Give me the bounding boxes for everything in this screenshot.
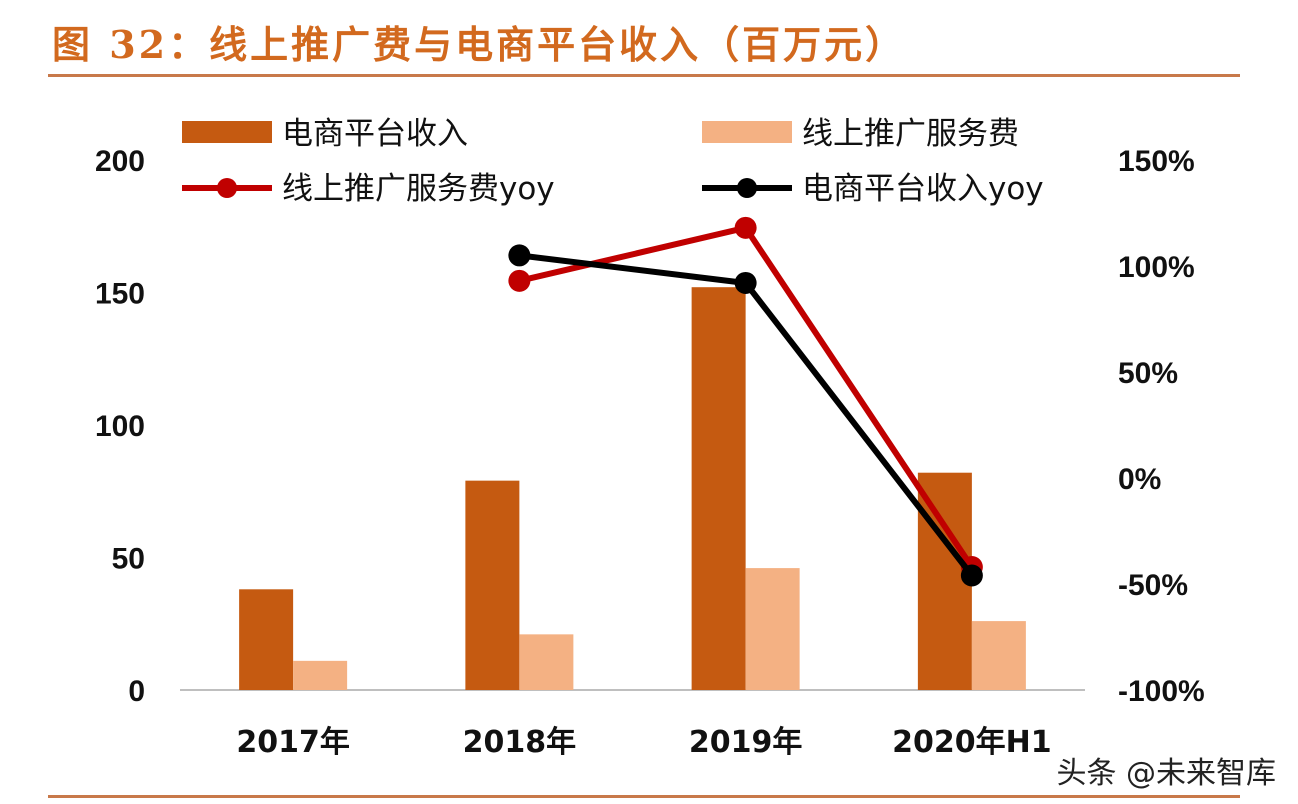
bar-promotion-fee [293,660,348,690]
revenue-yoy-point [734,271,757,294]
x-category-label: 2020年H1 [892,725,1051,760]
legend-promotion-fee-yoy-swatch-dot [217,178,237,198]
bar-revenue [465,480,520,690]
legend-revenue-swatch [182,121,272,143]
y-left-tick-label: 200 [95,145,145,178]
axes-layer: 0 50 100 150 200 -100% -50% 0% 50% 100% 150% 2017年 2… [95,145,1205,760]
y-right-tick-label: -100% [1118,675,1205,708]
promotion-fee-yoy-point [734,216,757,239]
y-left-tick-label: 100 [95,410,145,443]
y-right-tick-label: 50% [1118,357,1178,390]
x-category-label: 2019年 [689,725,803,760]
revenue-yoy-point [508,244,531,267]
bar-promotion-fee [971,621,1026,690]
x-category-label: 2017年 [236,725,350,760]
revenue-yoy-point [960,564,983,587]
y-left-tick-label: 0 [128,675,145,708]
title-divider [48,74,1240,77]
legend-revenue-yoy-swatch-dot [737,178,757,198]
lines-layer [508,216,983,587]
promotion-fee-yoy-point [508,269,531,292]
watermark: 头条 @未来智库 [1056,756,1276,791]
legend-revenue-label: 电商平台收入 [282,116,468,152]
y-left-tick-label: 50 [112,543,145,576]
legend-promotion-fee-label: 线上推广服务费 [802,116,1019,152]
chart-title: 图 32：线上推广费与电商平台收入（百万元） [52,22,907,67]
bar-revenue [691,287,746,690]
y-right-tick-label: 0% [1118,463,1161,496]
y-left-tick-label: 150 [95,278,145,311]
y-right-tick-label: 150% [1118,145,1195,178]
legend-promotion-fee-yoy-label: 线上推广服务费yoy [282,171,555,207]
bar-revenue [239,589,294,690]
legend-promotion-fee-swatch [702,121,792,143]
bars-layer [239,287,1026,690]
bar-promotion-fee [519,634,574,690]
legend-revenue-yoy-label: 电商平台收入yoy [802,171,1044,207]
bar-promotion-fee [745,568,800,690]
y-right-tick-label: -50% [1118,569,1188,602]
x-category-label: 2018年 [463,725,577,760]
footer-divider [48,795,1240,798]
y-right-tick-label: 100% [1118,251,1195,284]
